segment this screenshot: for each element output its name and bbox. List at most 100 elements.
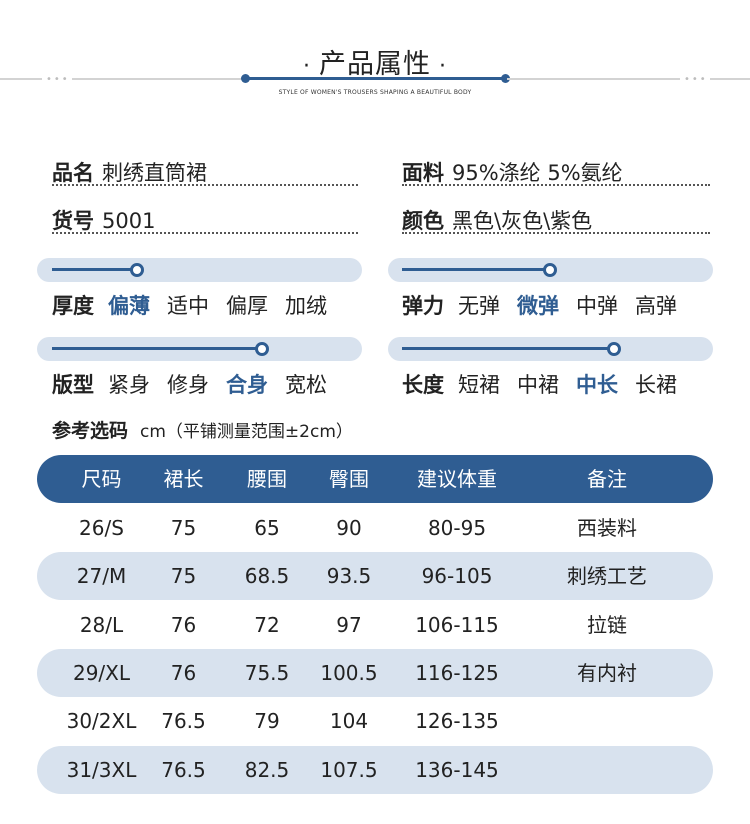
weight-cell: 96-105 (421, 564, 493, 588)
size-cell: 31/3XL (66, 758, 137, 782)
color: 颜色 黑色\灰色\紫色 (402, 205, 592, 235)
thickness-row: 厚度 偏薄 适中 偏厚 加绒 (52, 290, 344, 320)
length-option: 长裙 (635, 373, 677, 397)
weight-cell: 126-135 (415, 709, 499, 733)
remark-cell (537, 697, 677, 745)
product-name-label: 品名 (52, 161, 94, 185)
dotted-rule (52, 232, 358, 234)
waist-cell: 68.5 (244, 564, 290, 588)
dotted-rule (402, 232, 710, 234)
divider-left-inner (72, 78, 245, 80)
divider-right (710, 78, 750, 80)
size-cell: 28/L (79, 613, 124, 637)
fit-row: 版型 紧身 修身 合身 宽松 (52, 369, 344, 399)
divider-right-inner (507, 78, 680, 80)
fabric-value: 95%涤纶 5%氨纶 (452, 161, 623, 185)
thickness-label: 厚度 (52, 294, 94, 318)
elasticity-slider-fill (402, 268, 547, 271)
waist-cell: 65 (254, 516, 280, 540)
length-cell: 76 (170, 661, 197, 685)
elasticity-row: 弹力 无弹 微弹 中弹 高弹 (402, 290, 694, 320)
color-label: 颜色 (402, 209, 444, 233)
size-cell: 30/2XL (66, 709, 137, 733)
header-cell: 臀围 (329, 467, 369, 491)
size-cell: 27/M (76, 564, 127, 588)
hip-cell: 104 (329, 709, 369, 733)
remark-cell: 刺绣工艺 (567, 564, 647, 588)
product-code-value: 5001 (102, 209, 156, 233)
section-title: · 产品属性 · (0, 42, 750, 81)
product-name-value: 刺绣直筒裙 (102, 161, 207, 185)
fit-option: 修身 (167, 373, 209, 397)
divider-accent (245, 77, 507, 80)
remark-cell: 西装料 (577, 516, 637, 540)
product-code: 货号 5001 (52, 205, 155, 235)
divider-cap-right (501, 74, 510, 83)
header-cell: 备注 (587, 467, 627, 491)
size-cell: 26/S (79, 516, 124, 540)
remark-cell: 拉链 (587, 613, 627, 637)
title-dot-left: · (303, 54, 311, 79)
size-cell: 29/XL (72, 661, 131, 685)
fit-slider-fill (52, 347, 257, 350)
header-cell: 尺码 (81, 467, 122, 491)
length-cell: 75 (170, 564, 197, 588)
thickness-slider-knob (130, 263, 144, 277)
waist-cell: 72 (254, 613, 280, 637)
size-reference-note: cm（平铺测量范围±2cm） (140, 422, 353, 442)
thickness-option: 偏厚 (226, 294, 268, 318)
length-row: 长度 短裙 中裙 中长 长裙 (402, 369, 694, 399)
waist-cell: 82.5 (244, 758, 290, 782)
title-dot-right: · (439, 54, 447, 79)
header-cell: 建议体重 (417, 467, 497, 491)
title-text: 产品属性 (319, 49, 431, 80)
table-row: 30/2XL 76.5 79 104 126-135 (37, 697, 713, 745)
header-cell: 裙长 (163, 467, 204, 491)
weight-cell: 80-95 (427, 516, 487, 540)
fit-option: 紧身 (108, 373, 150, 397)
weight-cell: 116-125 (415, 661, 499, 685)
fit-option: 合身 (226, 373, 268, 397)
fit-label: 版型 (52, 373, 94, 397)
table-row: 28/L 76 72 97 106-115 拉链 (37, 601, 713, 649)
weight-cell: 106-115 (415, 613, 499, 637)
length-cell: 75 (170, 516, 197, 540)
thickness-option: 适中 (167, 294, 209, 318)
table-row: 29/XL 76 75.5 100.5 116-125 有内衬 (37, 649, 713, 697)
product-name: 品名 刺绣直筒裙 (52, 157, 207, 187)
length-cell: 76.5 (161, 758, 206, 782)
length-cell: 76 (170, 613, 197, 637)
fit-slider-knob (255, 342, 269, 356)
weight-cell: 136-145 (415, 758, 499, 782)
hip-cell: 90 (336, 516, 362, 540)
length-option: 中长 (576, 373, 618, 397)
fabric-label: 面料 (402, 161, 444, 185)
elasticity-option: 中弹 (576, 294, 618, 318)
size-table-header: 尺码 裙长 腰围 臀围 建议体重 备注 (37, 455, 713, 503)
table-row: 26/S 75 65 90 80-95 西装料 (37, 504, 713, 552)
hip-cell: 100.5 (320, 661, 378, 685)
divider-cap-left (241, 74, 250, 83)
length-slider-knob (607, 342, 621, 356)
elasticity-label: 弹力 (402, 294, 444, 318)
length-slider-fill (402, 347, 612, 350)
size-reference: 参考选码 cm（平铺测量范围±2cm） (52, 416, 353, 443)
table-row: 27/M 75 68.5 93.5 96-105 刺绣工艺 (37, 552, 713, 600)
waist-cell: 79 (254, 709, 280, 733)
hip-cell: 93.5 (326, 564, 372, 588)
length-option: 中裙 (517, 373, 559, 397)
remark-cell: 有内衬 (577, 661, 637, 685)
thickness-option: 加绒 (285, 294, 327, 318)
divider-dots-left: ••• (46, 74, 70, 85)
table-row: 31/3XL 76.5 82.5 107.5 136-145 (37, 746, 713, 794)
hip-cell: 97 (336, 613, 362, 637)
size-reference-label: 参考选码 (52, 420, 129, 442)
elasticity-option: 高弹 (635, 294, 677, 318)
elasticity-option: 无弹 (458, 294, 500, 318)
product-code-label: 货号 (52, 209, 94, 233)
color-value: 黑色\灰色\紫色 (452, 209, 593, 233)
header-cell: 腰围 (247, 467, 287, 491)
section-subtitle: STYLE OF WOMEN'S TROUSERS SHAPING A BEAU… (278, 89, 472, 96)
elasticity-option: 微弹 (517, 294, 559, 318)
length-label: 长度 (402, 373, 444, 397)
